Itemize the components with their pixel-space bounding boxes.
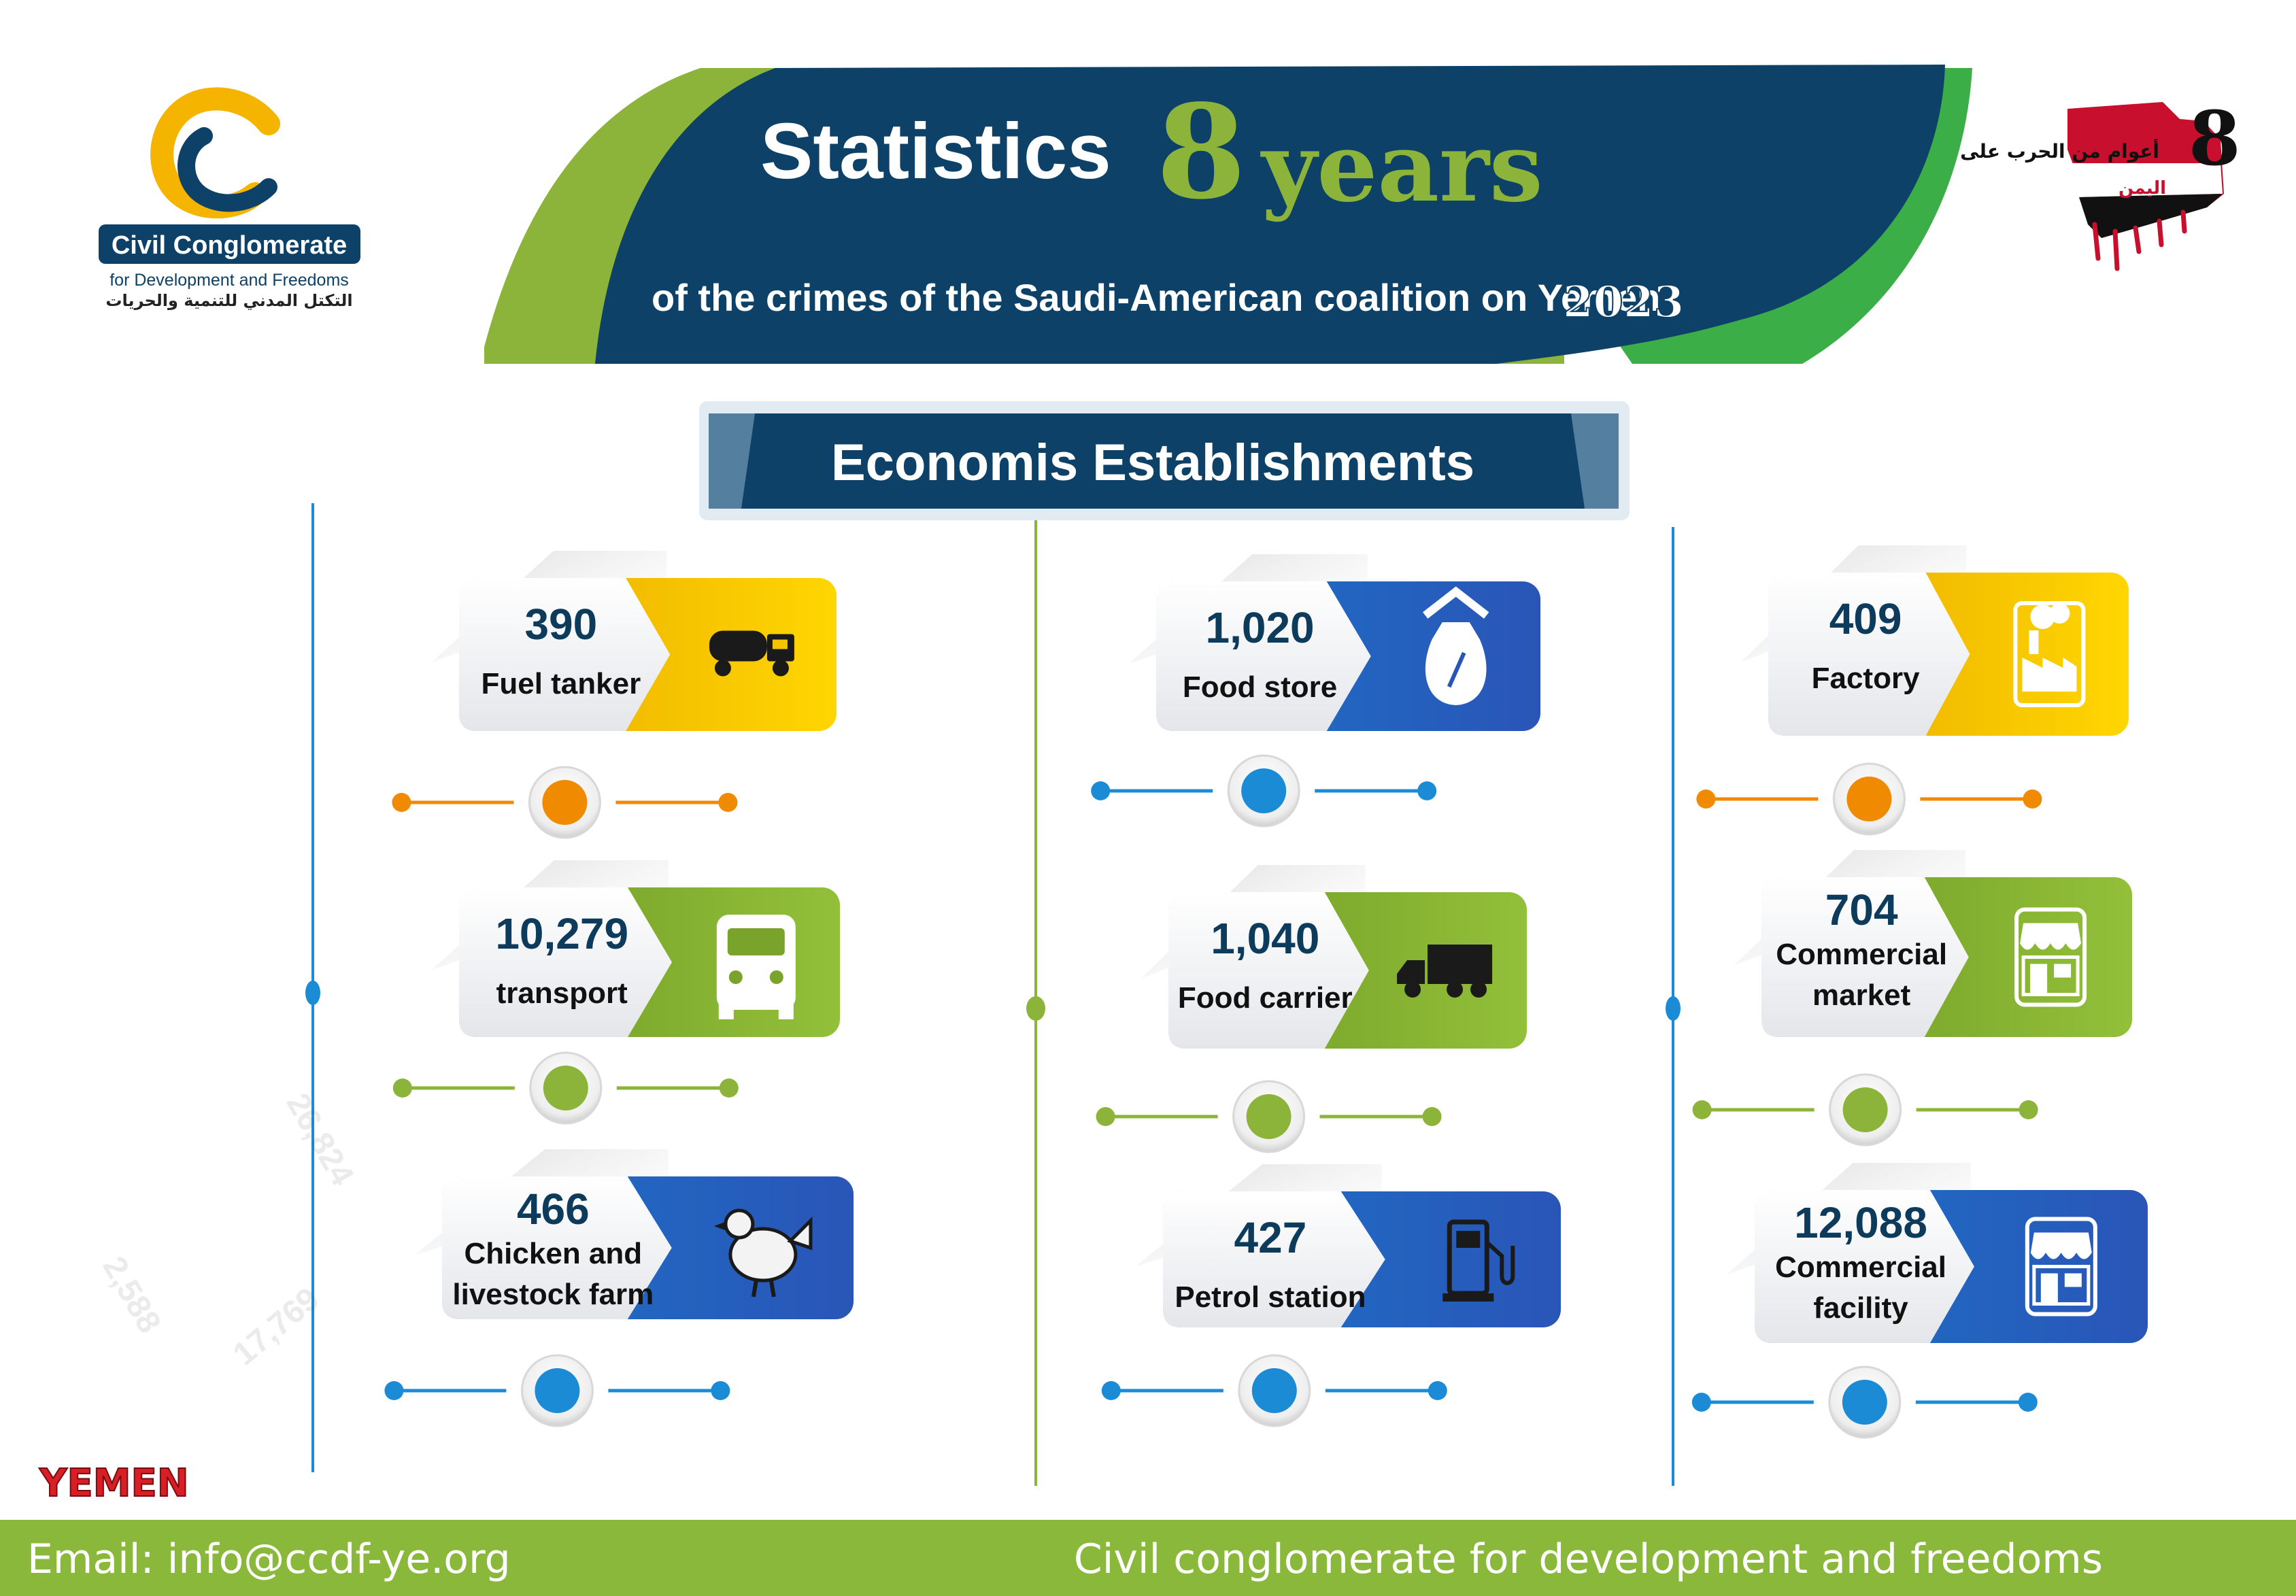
org-logo-name: Civil Conglomerate: [112, 231, 347, 260]
card-commercial-facility: 12,088 Commercial facility: [1727, 1163, 2148, 1343]
section-title: Economis Establishments: [831, 434, 1474, 492]
card-label: market: [1812, 979, 1911, 1012]
title-number: 8: [1156, 76, 1246, 228]
card-transport: 10,279 transport: [432, 860, 840, 1037]
card-connector: [1696, 762, 2042, 836]
card-connector: [392, 1051, 739, 1125]
campaign-logo: أعوام من الحرب على اليمن 8: [1960, 95, 2241, 271]
campaign-logo-text-red: اليمن: [2118, 178, 2166, 199]
title-word: Statistics: [760, 107, 1111, 195]
card-food-store: 1,020 Food store: [1129, 554, 1540, 731]
card-connector: [1091, 754, 1437, 828]
card-connector: [1101, 1354, 1447, 1427]
card-label: Petrol station: [1175, 1280, 1366, 1314]
chicken-icon: [713, 1208, 813, 1297]
card-fuel-tanker: 390 Fuel tanker: [432, 551, 837, 731]
card-label: Commercial: [1775, 1251, 1946, 1284]
subtitle: of the crimes of the Saudi-American coal…: [652, 276, 1660, 319]
card-label: Food carrier: [1178, 981, 1353, 1015]
car-icon: [716, 915, 796, 1019]
svg-text:2,588: 2,588: [95, 1251, 167, 1340]
card-label: facility: [1813, 1291, 1908, 1325]
card-factory: 409 Factory: [1741, 545, 2129, 736]
fuel-tanker-icon: [709, 630, 794, 677]
factory-icon: [2013, 601, 2086, 707]
card-value: 1,020: [1205, 603, 1314, 652]
faint-background-numbers: 26,824 2,588 17,769: [95, 1087, 360, 1372]
card-value: 1,040: [1211, 914, 1319, 963]
card-value: 704: [1825, 885, 1898, 934]
section-title-bar: [699, 401, 1630, 520]
card-value: 12,088: [1794, 1198, 1927, 1247]
card-value: 409: [1829, 594, 1902, 643]
market-icon: [2014, 907, 2087, 1007]
footer-org-name: Civil conglomerate for development and f…: [1074, 1535, 2103, 1583]
card-label: Chicken and: [465, 1237, 643, 1270]
card-connector: [1692, 1073, 2038, 1147]
card-petrol-station: 427 Petrol station: [1136, 1164, 1561, 1327]
campaign-logo-number: 8: [2189, 95, 2241, 182]
cards-layer: 390 Fuel tanker 10,279 transport 466Chicken …: [384, 545, 2148, 1439]
org-logo-tagline: for Development and Freedoms: [109, 271, 349, 290]
fuel-pump-icon: [1442, 1219, 1515, 1302]
card-value: 427: [1234, 1213, 1307, 1262]
svg-text:17,769: 17,769: [226, 1280, 326, 1372]
column-dividers: [305, 503, 1681, 1486]
card-value: 10,279: [495, 909, 628, 958]
card-connector: [1691, 1365, 2038, 1439]
yemen-watermark-logo: YEMEN: [39, 1461, 189, 1506]
card-label: Fuel tanker: [481, 667, 641, 700]
card-commercial-market: 704 Commercial market: [1734, 850, 2132, 1037]
food-store-icon: [1423, 586, 1489, 705]
campaign-logo-text: أعوام من الحرب على: [1960, 139, 2159, 163]
card-value: 466: [517, 1185, 590, 1234]
storefront-icon: [2025, 1217, 2097, 1317]
footer-bar: [0, 1520, 2296, 1596]
card-value: 390: [524, 600, 597, 649]
card-connector: [392, 766, 738, 839]
year-badge: 2023: [1563, 277, 1684, 328]
card-food-carrier: 1,040 Food carrier: [1141, 865, 1527, 1049]
org-logo-tagline-ar: التكتل المدني للتنمية والحريات: [105, 291, 352, 310]
title-suffix: years: [1260, 112, 1543, 224]
svg-text:26,824: 26,824: [279, 1087, 360, 1192]
truck-icon: [1397, 945, 1493, 998]
card-connector: [1096, 1080, 1442, 1153]
org-logo: Civil Conglomerate for Development and F…: [99, 87, 360, 310]
card-label: Commercial: [1776, 938, 1947, 971]
footer-email[interactable]: Email: info@ccdf-ye.org: [27, 1535, 511, 1583]
card-label: Food store: [1183, 670, 1337, 704]
card-connector: [384, 1354, 730, 1427]
header-banner: [484, 65, 1972, 364]
card-label: Factory: [1812, 662, 1920, 695]
card-label: livestock farm: [452, 1278, 654, 1311]
card-label: transport: [496, 977, 628, 1010]
